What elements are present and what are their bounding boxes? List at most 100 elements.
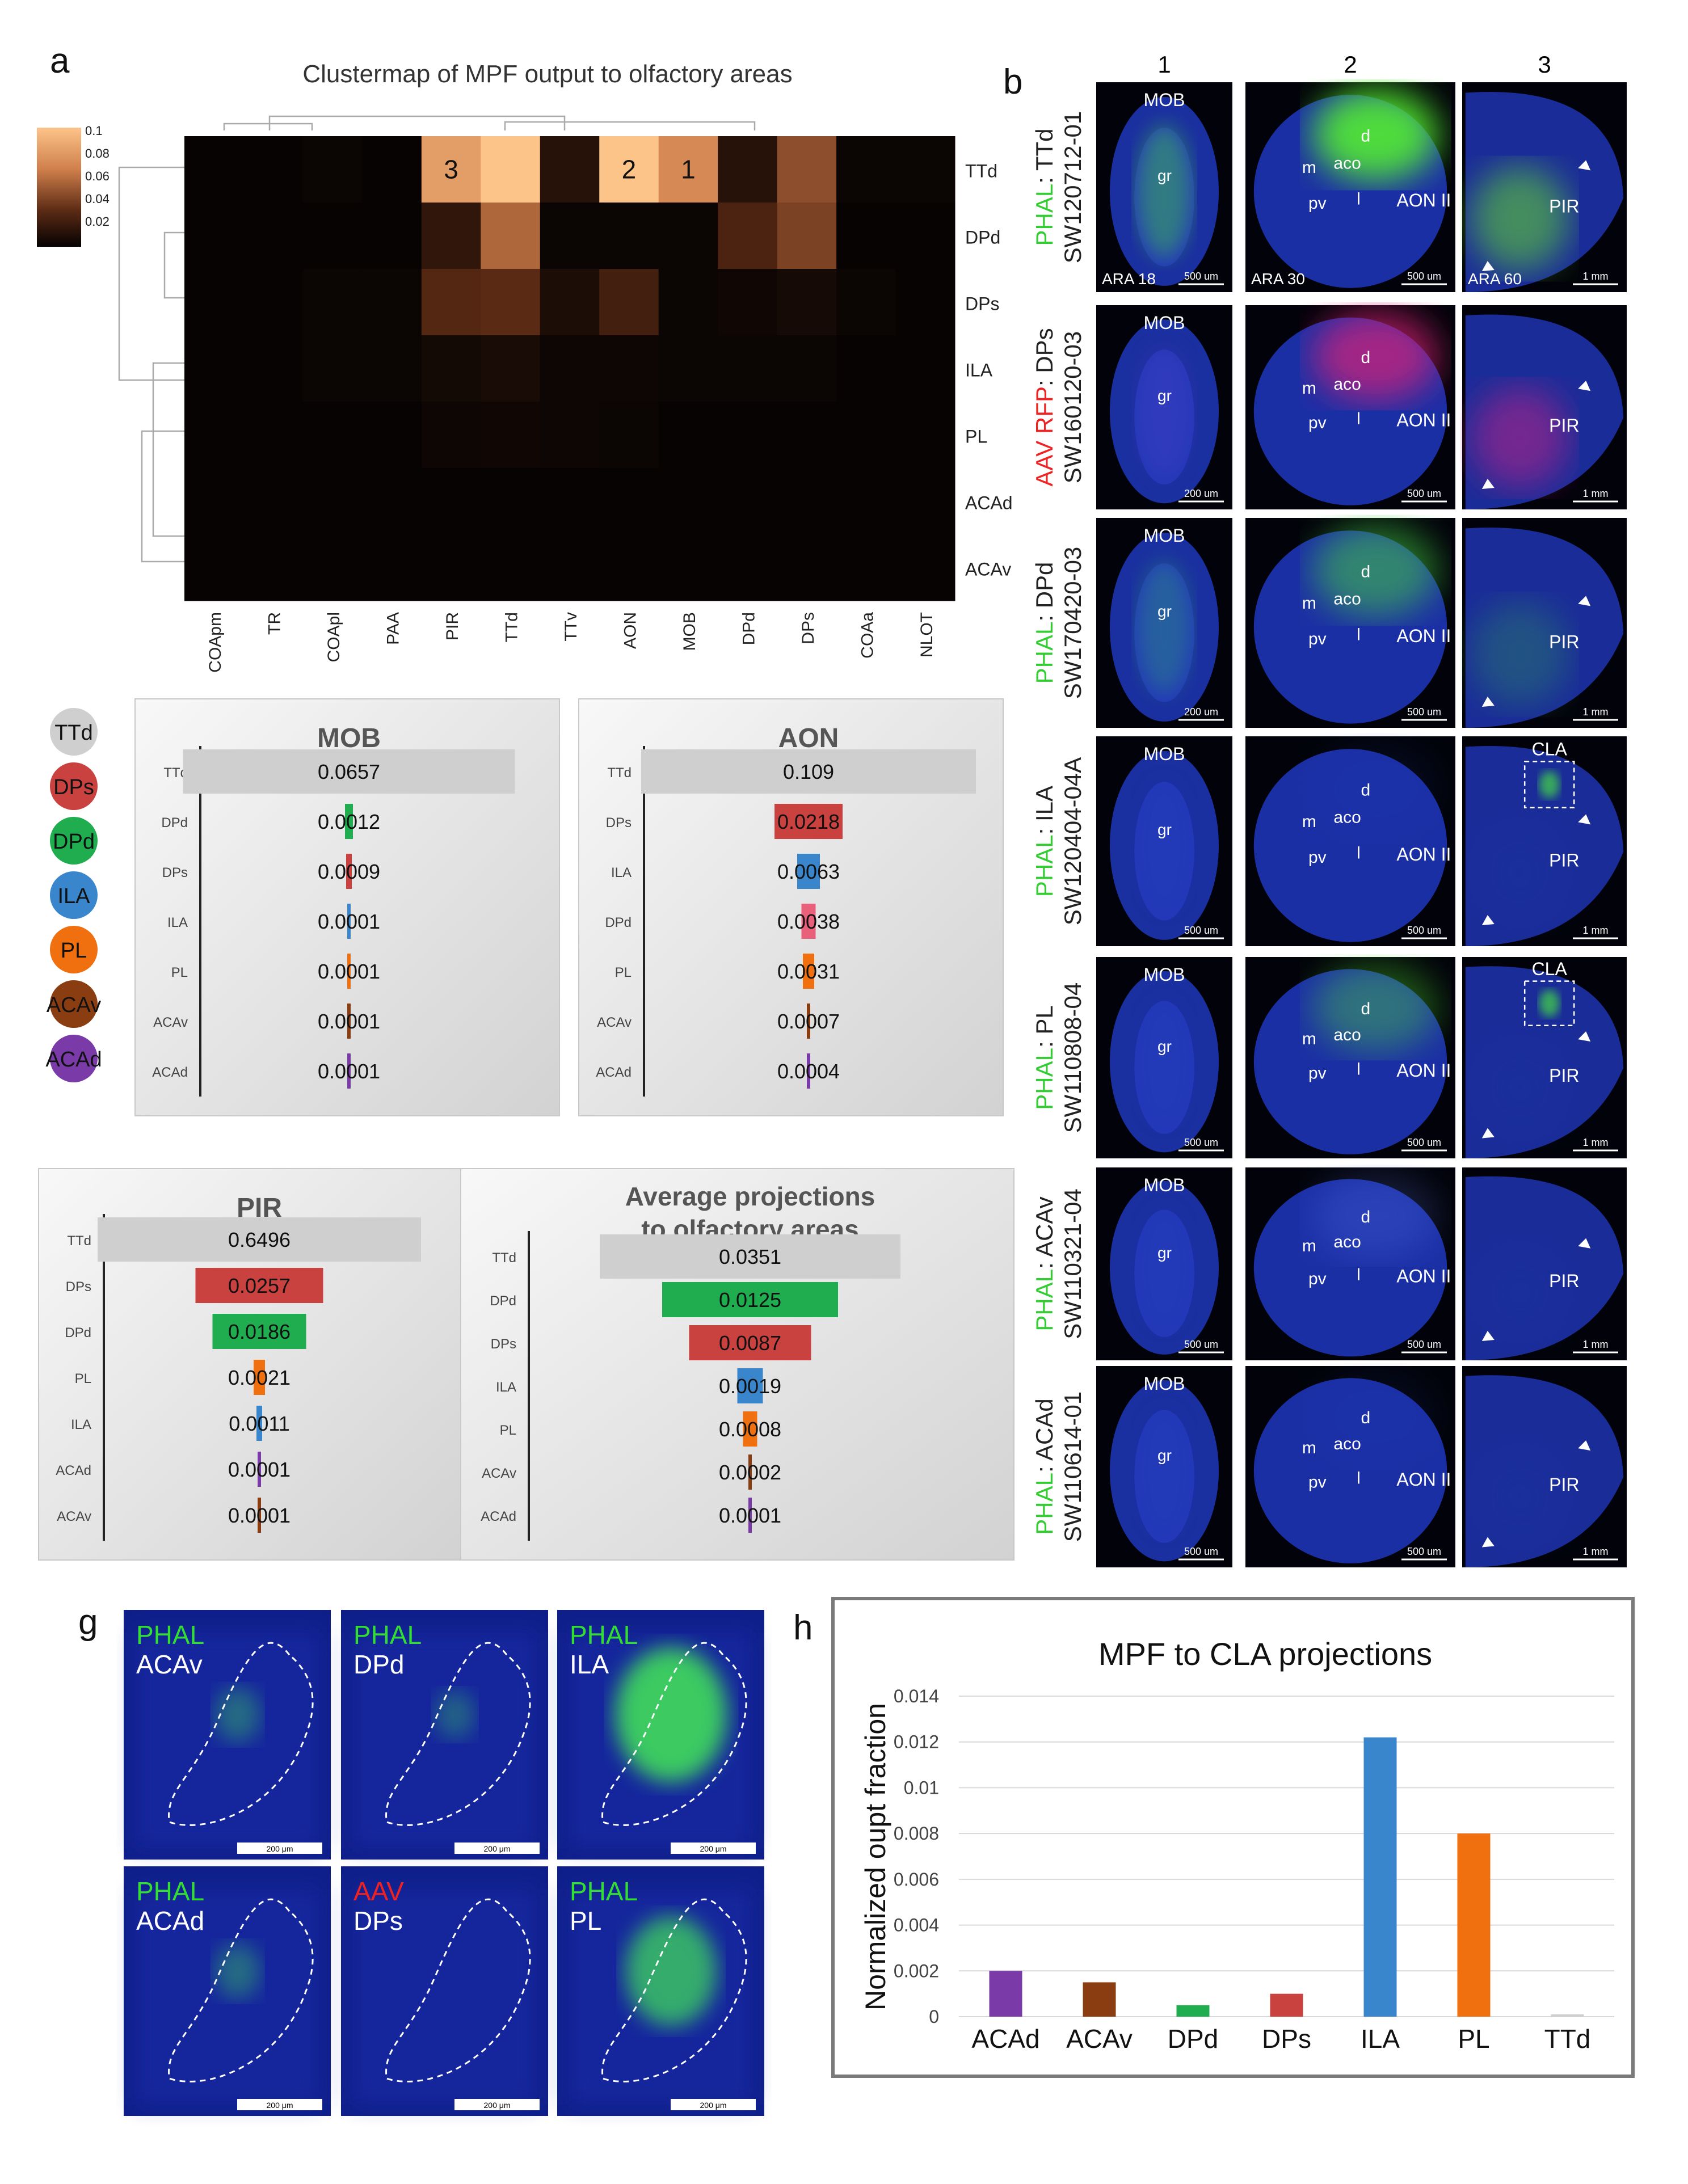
experiment-id: SW160120-03 <box>1059 331 1086 484</box>
funnel-category: ACAv <box>597 1015 632 1030</box>
heatmap-cell <box>540 534 600 601</box>
legend-label: ILA <box>57 884 90 908</box>
funnel-category: ACAv <box>57 1509 91 1524</box>
y-tick-label: 0.008 <box>894 1823 939 1844</box>
label-signal <box>1137 1406 1192 1536</box>
heatmap-col-label: TTv <box>562 612 580 642</box>
subregion-label: d <box>1361 1000 1371 1018</box>
heatmap-cell <box>599 402 659 469</box>
scale-bar-label: 1 mm <box>1583 1137 1609 1148</box>
heatmap-cell <box>421 534 481 601</box>
heatmap-cell <box>302 136 363 203</box>
heatmap-cell <box>184 203 244 269</box>
heatmap-cell <box>599 269 659 336</box>
heatmap-cell <box>658 468 718 535</box>
x-tick-label: ACAd <box>971 2024 1039 2054</box>
tracer-signal <box>214 1687 260 1743</box>
heatmap-cell <box>895 335 955 402</box>
subregion-label: m <box>1302 812 1316 831</box>
scale-bar-label: 200 μm <box>484 1844 511 1853</box>
column-header-1: 1 <box>1157 51 1171 78</box>
heatmap-row-label: TTd <box>965 161 997 182</box>
funnel-category: PL <box>615 965 632 980</box>
heatmap-cell <box>599 203 659 269</box>
heatmap-cell <box>362 203 422 269</box>
funnel-value: 0.0011 <box>229 1412 289 1435</box>
label-signal <box>1137 560 1192 694</box>
tracer-label: PHAL: PL <box>1031 1005 1058 1110</box>
region-name: DPd <box>353 1650 404 1679</box>
left-dendrogram-root <box>118 166 184 381</box>
heatmap-cell <box>362 468 422 535</box>
heatmap-cell <box>836 402 896 469</box>
heatmap-cell <box>540 136 600 203</box>
funnel-bar <box>600 1234 900 1279</box>
funnel-value: 0.0087 <box>719 1331 781 1355</box>
funnel-bar <box>195 1268 323 1303</box>
section-image-tile: PIR 1 mm <box>1462 518 1627 728</box>
heatmap-cell <box>362 269 422 336</box>
heatmap-row-label: DPd <box>965 227 1000 248</box>
funnel-value: 0.0021 <box>228 1366 291 1389</box>
subregion-label: AON II <box>1396 1266 1451 1286</box>
heatmap-cell <box>718 402 778 469</box>
funnel-category: ILA <box>611 865 632 880</box>
subregion-label: AON II <box>1396 410 1451 431</box>
label-signal <box>1312 1372 1439 1461</box>
funnel-bar <box>743 1411 757 1447</box>
heatmap-row-label: DPs <box>965 294 999 314</box>
funnel-value: 0.109 <box>783 760 834 783</box>
colorbar-tick: 0.08 <box>85 146 110 161</box>
tracer-name: PHAL <box>570 1620 638 1650</box>
heatmap-cell <box>777 335 837 402</box>
experiment-id: SW110321-04 <box>1059 1188 1086 1339</box>
subregion-label: AON II <box>1396 844 1451 865</box>
heatmap-col-label: COAa <box>858 612 877 659</box>
subregion-label: AON II <box>1396 190 1451 210</box>
heatmap-row-label: ILA <box>965 360 993 381</box>
scale-bar-label: 500 um <box>1407 1546 1441 1557</box>
legend-label: ACAd <box>45 1048 102 1072</box>
region-label: PIR <box>1549 1065 1579 1086</box>
heatmap-cell <box>421 136 481 203</box>
heatmap-cell <box>421 468 481 535</box>
x-tick-label: TTd <box>1544 2024 1591 2054</box>
cla-signal <box>1539 771 1560 799</box>
sublayer-label: gr <box>1157 821 1172 838</box>
funnel-bar <box>347 954 351 989</box>
scale-bar-label: 500 um <box>1407 1137 1441 1148</box>
heatmap-cell <box>777 402 837 469</box>
chart-frame <box>831 1597 1635 2078</box>
region-label: MOB <box>1144 313 1185 333</box>
scale-bar-label: 200 μm <box>267 2101 293 2110</box>
label-signal <box>1312 524 1439 617</box>
legend-swatch <box>50 817 98 865</box>
funnel-bar <box>254 1360 265 1395</box>
tracer-signal <box>615 1647 727 1782</box>
section-image-tile: MOB gr 200 um <box>1096 305 1232 509</box>
funnel-bar <box>797 854 820 889</box>
tracer-label: PHAL: TTd <box>1031 129 1058 246</box>
funnel-value: 0.6496 <box>228 1228 291 1251</box>
funnel-value: 0.0186 <box>228 1320 291 1343</box>
heatmap-cell <box>658 203 718 269</box>
tracer-label: PHAL: DPd <box>1031 562 1058 684</box>
funnel-bar <box>748 1454 752 1490</box>
region-label: PIR <box>1549 196 1579 216</box>
subregion-label: l <box>1357 1060 1361 1078</box>
label-signal <box>1470 1038 1569 1139</box>
subregion-label: aco <box>1333 375 1361 394</box>
region-name: ACAd <box>136 1906 204 1936</box>
scale-bar <box>454 2099 540 2110</box>
label-signal <box>1137 778 1192 913</box>
tracer-name: PHAL <box>1031 622 1058 684</box>
region-label: PIR <box>1549 1271 1579 1291</box>
section-image-tile: PIR 1 mm <box>1462 1167 1627 1360</box>
subregion-label: m <box>1302 379 1316 398</box>
scale-bar-label: 500 um <box>1407 271 1441 282</box>
section-image-tile: MOB gr 500 um <box>1096 957 1232 1158</box>
x-tick-label: DPs <box>1262 2024 1311 2054</box>
bar <box>1176 2005 1210 2017</box>
heatmap-col-label: PIR <box>443 612 462 640</box>
